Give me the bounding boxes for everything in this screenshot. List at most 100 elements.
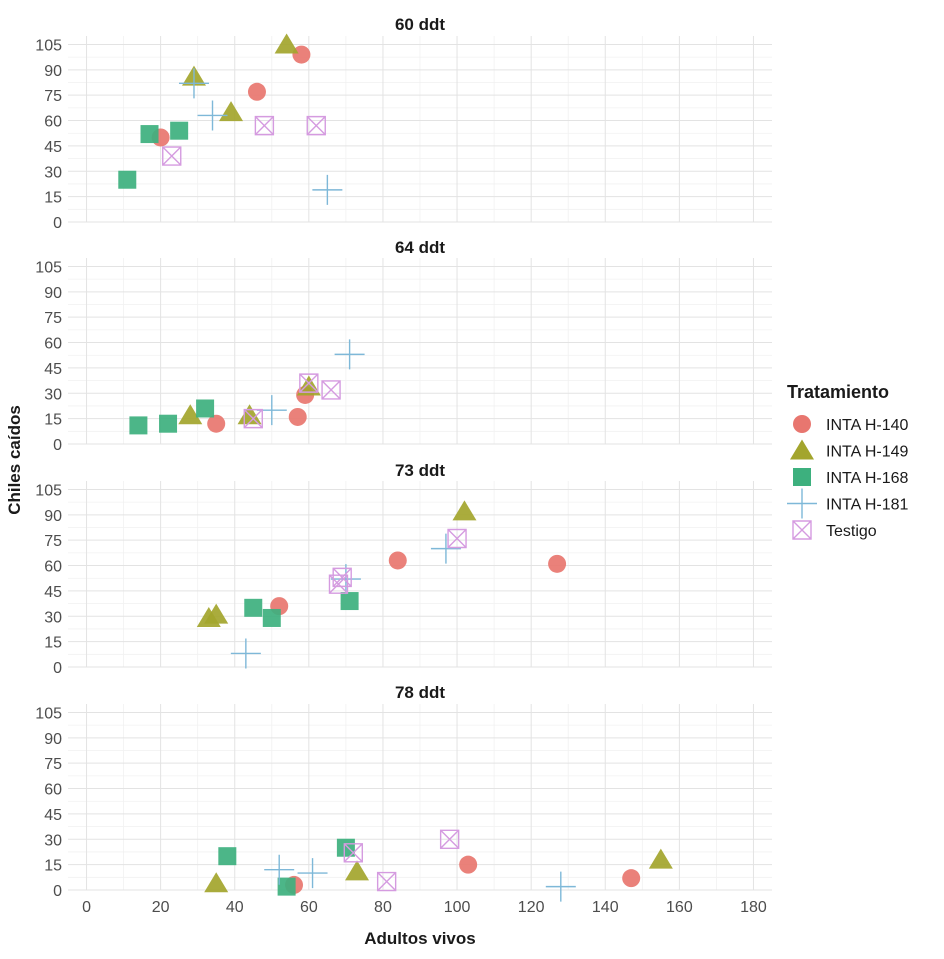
x-tick-label: 100 [444, 899, 471, 916]
y-tick-label: 105 [35, 705, 62, 722]
y-tick-label: 45 [44, 361, 62, 378]
data-point-inta-h-149 [219, 101, 244, 122]
data-point-inta-h-168 [140, 125, 159, 144]
panel-60-ddt: 0 15 30 45 60 75 90 105 60 ddt [35, 15, 772, 232]
y-tick-label: 90 [44, 63, 62, 80]
y-tick-label: 30 [44, 609, 62, 626]
x-tick-label: 0 [82, 899, 91, 916]
data-point-inta-h-168 [262, 608, 281, 627]
data-point-inta-h-140 [548, 554, 567, 573]
series-testigo [162, 115, 326, 166]
legend-key-inta-h-181 [787, 488, 817, 519]
data-point-inta-h-168 [277, 877, 296, 896]
y-tick-label: 60 [44, 336, 62, 353]
minor-gridlines [68, 704, 772, 890]
series-inta-h-168 [218, 838, 355, 896]
series-inta-h-168 [244, 592, 359, 627]
data-point-testigo [328, 574, 349, 594]
data-point-testigo [447, 528, 467, 549]
data-point-inta-h-149 [204, 872, 229, 893]
y-tick-label: 15 [44, 858, 62, 875]
y-tick-label: 105 [35, 37, 62, 54]
data-point-inta-h-168 [244, 598, 263, 617]
y-tick-label: 15 [44, 190, 62, 207]
data-point-testigo [439, 829, 460, 849]
y-tick-label: 105 [35, 259, 62, 276]
x-tick-labels: 0 20 40 60 80 100 120 140 160 180 [82, 899, 767, 916]
major-gridlines [68, 258, 772, 445]
legend-entry-inta-h-149: INTA H-149 [790, 439, 909, 461]
y-tick-label: 30 [44, 386, 62, 403]
data-point-inta-h-168 [129, 416, 148, 435]
y-tick-label: 105 [35, 482, 62, 499]
legend-label: INTA H-140 [826, 417, 909, 434]
data-point-inta-h-140 [207, 414, 226, 433]
data-point-testigo [243, 408, 263, 429]
x-tick-label: 140 [592, 899, 619, 916]
data-point-testigo [299, 373, 319, 393]
y-tick-label: 45 [44, 139, 62, 156]
y-tick-label: 90 [44, 508, 62, 525]
legend-entry-inta-h-140: INTA H-140 [793, 415, 909, 434]
y-tick-label: 15 [44, 635, 62, 652]
y-tick-label: 0 [53, 660, 62, 677]
data-point-inta-h-149 [178, 404, 203, 425]
series-inta-h-149 [196, 500, 477, 627]
legend-key-inta-h-149 [790, 439, 814, 460]
data-point-inta-h-140 [459, 855, 478, 874]
data-point-inta-h-181 [197, 100, 228, 131]
data-point-testigo [376, 871, 397, 892]
legend-key-inta-h-140 [793, 415, 811, 433]
y-tick-label: 0 [53, 215, 62, 232]
legend-entry-testigo: Testigo [792, 520, 877, 540]
y-tick-label: 75 [44, 756, 62, 773]
minor-gridlines [68, 36, 772, 222]
x-tick-label: 180 [740, 899, 767, 916]
data-point-testigo [306, 115, 326, 136]
series-inta-h-140 [285, 855, 641, 894]
data-point-inta-h-181 [545, 871, 576, 902]
y-tick-label: 15 [44, 412, 62, 429]
legend-label: INTA H-181 [826, 497, 909, 514]
data-point-inta-h-140 [247, 82, 266, 101]
data-points [129, 339, 365, 435]
y-tick-label: 75 [44, 533, 62, 550]
y-tick-label: 0 [53, 437, 62, 454]
panel-64-ddt: 0 15 30 45 60 75 90 105 64 ddt [35, 238, 772, 454]
minor-gridlines [68, 258, 772, 444]
y-tick-label: 75 [44, 88, 62, 105]
x-axis-label: Adultos vivos [364, 929, 475, 948]
data-point-inta-h-140 [292, 45, 311, 64]
y-tick-label: 75 [44, 310, 62, 327]
data-point-inta-h-181 [178, 68, 209, 99]
y-tick-label: 60 [44, 559, 62, 576]
data-point-inta-h-168 [196, 399, 215, 418]
legend-entry-inta-h-168: INTA H-168 [793, 468, 909, 487]
y-tick-label: 60 [44, 114, 62, 131]
series-testigo [328, 528, 467, 594]
data-point-inta-h-140 [288, 407, 307, 426]
panel-title: 60 ddt [395, 15, 445, 34]
legend-entry-inta-h-181: INTA H-181 [787, 488, 909, 519]
data-point-inta-h-181 [312, 174, 343, 205]
data-points [204, 829, 673, 902]
y-axis-label: Chiles caídos [5, 405, 24, 515]
data-point-testigo [343, 843, 364, 863]
data-point-inta-h-181 [230, 638, 261, 669]
series-inta-h-181 [230, 533, 461, 669]
y-tick-label: 0 [53, 883, 62, 900]
data-point-inta-h-168 [340, 592, 359, 611]
y-tick-label: 45 [44, 807, 62, 824]
data-point-inta-h-149 [204, 603, 229, 624]
panel-title: 78 ddt [395, 683, 445, 702]
data-point-inta-h-149 [648, 848, 673, 869]
panel-title: 64 ddt [395, 238, 445, 257]
data-point-inta-h-149 [274, 33, 299, 54]
y-tick-label: 90 [44, 285, 62, 302]
y-tick-label: 30 [44, 832, 62, 849]
data-points [118, 33, 343, 205]
data-point-inta-h-181 [297, 858, 328, 889]
legend-key-inta-h-168 [793, 468, 811, 486]
y-tick-label: 60 [44, 782, 62, 799]
